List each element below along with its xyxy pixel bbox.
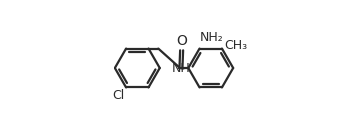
Text: NH₂: NH₂: [200, 32, 224, 44]
Text: O: O: [176, 34, 187, 48]
Text: NH: NH: [172, 62, 191, 75]
Text: CH₃: CH₃: [224, 39, 247, 52]
Text: Cl: Cl: [113, 89, 125, 102]
